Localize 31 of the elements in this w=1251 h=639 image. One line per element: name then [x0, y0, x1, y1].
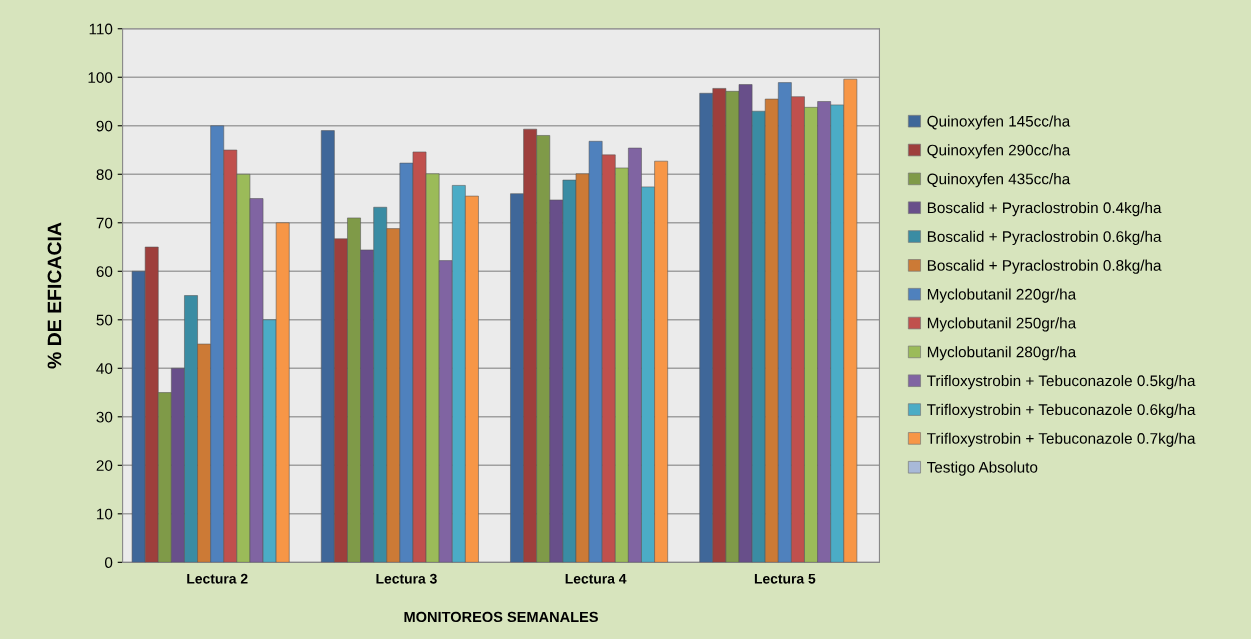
- legend-label: Trifloxystrobin + Tebuconazole 0.6kg/ha: [927, 403, 1196, 419]
- x-tick-label: Lectura 3: [376, 573, 437, 584]
- legend-label: Trifloxystrobin + Tebuconazole 0.5kg/ha: [927, 374, 1196, 390]
- y-tick-label: 90: [96, 120, 113, 132]
- y-axis-title: % DE EFICACIA: [47, 222, 62, 369]
- y-tick-label: 40: [96, 363, 113, 374]
- x-tick-label: Lectura 4: [565, 573, 627, 584]
- y-tick-label: 20: [96, 460, 113, 471]
- legend-label: Quinoxyfen 145cc/ha: [927, 115, 1071, 130]
- y-tick-label: 0: [104, 557, 113, 569]
- legend-label: Myclobutanil 250gr/ha: [927, 317, 1077, 332]
- legend-label: Myclobutanil 280gr/ha: [927, 346, 1077, 361]
- x-tick-label: Lectura 2: [187, 573, 248, 584]
- legend-label: Boscalid + Pyraclostrobin 0.4kg/ha: [927, 201, 1162, 217]
- legend-label: Boscalid + Pyraclostrobin 0.8kg/ha: [927, 259, 1162, 274]
- y-tick-label: 110: [89, 23, 113, 35]
- legend-label: Boscalid + Pyraclostrobin 0.6kg/ha: [927, 230, 1162, 246]
- legend-label: Testigo Absoluto: [927, 461, 1038, 476]
- x-axis-title: MONITOREOS SEMANALES: [404, 611, 598, 623]
- y-tick-label: 80: [96, 169, 113, 180]
- y-tick-label: 30: [96, 411, 113, 423]
- y-tick-label: 100: [88, 72, 113, 83]
- x-tick-label: Lectura 5: [754, 573, 816, 584]
- legend-label: Quinoxyfen 290cc/ha: [927, 144, 1071, 159]
- y-tick-label: 50: [96, 314, 113, 326]
- y-tick-label: 70: [96, 217, 113, 229]
- y-tick-label: 60: [96, 266, 113, 277]
- legend-label: Quinoxyfen 435cc/ha: [927, 173, 1071, 188]
- legend-label: Myclobutanil 220gr/ha: [927, 288, 1077, 303]
- legend-label: Trifloxystrobin + Tebuconazole 0.7kg/ha: [927, 432, 1196, 447]
- y-tick-label: 10: [97, 508, 113, 520]
